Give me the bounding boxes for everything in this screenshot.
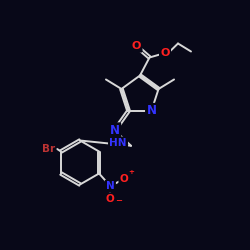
Text: N: N bbox=[106, 181, 115, 191]
Text: O: O bbox=[160, 48, 170, 58]
Text: HN: HN bbox=[109, 138, 127, 148]
Text: O: O bbox=[132, 41, 141, 51]
Text: N: N bbox=[146, 104, 156, 117]
Text: O: O bbox=[106, 194, 115, 203]
Text: Br: Br bbox=[42, 144, 55, 154]
Text: −: − bbox=[115, 196, 122, 205]
Text: +: + bbox=[128, 170, 134, 175]
Text: N: N bbox=[110, 124, 120, 137]
Text: O: O bbox=[120, 174, 128, 184]
